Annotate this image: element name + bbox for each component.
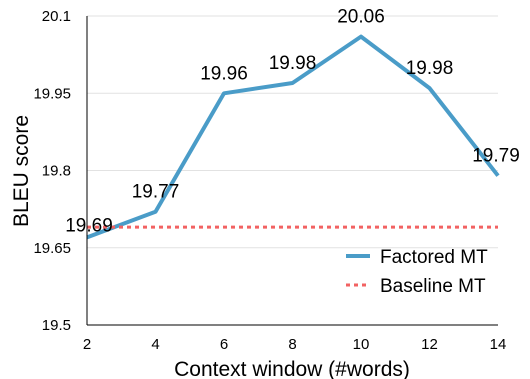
data-labels: 19.69 19.77 19.96 19.98 20.06 19.98 19.79 xyxy=(65,7,520,237)
x-tick-label: 6 xyxy=(220,336,228,353)
data-label: 19.98 xyxy=(406,58,454,79)
data-label: 20.06 xyxy=(337,7,385,28)
y-tick-labels: 19.5 19.65 19.8 19.95 20.1 xyxy=(33,8,71,334)
data-label: 19.77 xyxy=(132,182,180,203)
y-tick-label: 19.65 xyxy=(33,240,71,257)
data-label: 19.69 xyxy=(65,215,113,236)
x-axis-title: Context window (#words) xyxy=(174,358,410,379)
data-label: 19.96 xyxy=(200,63,248,84)
y-axis-title: BLEU score xyxy=(10,115,33,227)
grid xyxy=(87,15,498,249)
x-tick-label: 4 xyxy=(151,336,159,353)
y-tick-label: 19.5 xyxy=(42,317,71,334)
data-label: 19.79 xyxy=(472,146,520,167)
legend: Factored MT Baseline MT xyxy=(346,247,488,297)
x-tick-label: 12 xyxy=(421,336,438,353)
x-tick-labels: 2 4 6 8 10 12 14 xyxy=(83,336,507,353)
data-label: 19.98 xyxy=(269,53,317,74)
x-tick-label: 14 xyxy=(490,336,507,353)
axes xyxy=(86,16,498,326)
legend-label-factored-mt: Factored MT xyxy=(380,247,488,268)
y-tick-label: 19.8 xyxy=(42,163,71,180)
x-tick-label: 10 xyxy=(353,336,370,353)
x-tick-label: 2 xyxy=(83,336,91,353)
y-tick-label: 19.95 xyxy=(33,85,71,102)
legend-label-baseline-mt: Baseline MT xyxy=(380,276,486,297)
x-tick-label: 8 xyxy=(288,336,296,353)
y-tick-label: 20.1 xyxy=(42,8,71,25)
